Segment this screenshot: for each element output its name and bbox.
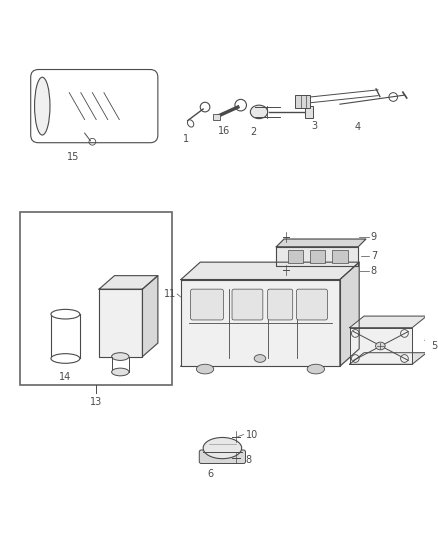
FancyBboxPatch shape [297, 289, 327, 320]
Bar [288, 249, 303, 263]
Polygon shape [99, 276, 158, 289]
Text: 6: 6 [208, 469, 214, 479]
FancyBboxPatch shape [199, 450, 246, 464]
Polygon shape [350, 353, 427, 364]
Text: 5: 5 [431, 341, 438, 351]
Ellipse shape [254, 354, 266, 362]
Text: 8: 8 [246, 455, 252, 465]
Polygon shape [276, 239, 366, 247]
Text: 2: 2 [250, 127, 256, 138]
Bar [295, 94, 310, 108]
Polygon shape [340, 262, 359, 366]
Ellipse shape [203, 438, 242, 459]
Ellipse shape [196, 364, 214, 374]
Bar [20, 212, 172, 385]
Text: 15: 15 [67, 152, 79, 163]
Polygon shape [181, 349, 359, 366]
Text: 1: 1 [183, 134, 189, 144]
Text: 4: 4 [354, 122, 360, 132]
Polygon shape [350, 328, 412, 364]
Bar [213, 114, 219, 119]
Polygon shape [142, 276, 158, 357]
Polygon shape [350, 316, 427, 328]
Polygon shape [99, 289, 142, 357]
Text: 10: 10 [246, 430, 258, 440]
Text: 9: 9 [371, 232, 377, 242]
Text: 3: 3 [311, 120, 317, 131]
Ellipse shape [112, 353, 129, 360]
Ellipse shape [307, 364, 325, 374]
Text: 11: 11 [164, 289, 176, 299]
Text: 7: 7 [371, 252, 377, 261]
Ellipse shape [187, 120, 194, 127]
Ellipse shape [375, 342, 385, 350]
FancyBboxPatch shape [31, 69, 158, 143]
Ellipse shape [35, 77, 50, 135]
Polygon shape [181, 279, 340, 366]
FancyBboxPatch shape [191, 289, 223, 320]
Text: 13: 13 [90, 397, 102, 407]
Polygon shape [276, 247, 358, 266]
Ellipse shape [112, 368, 129, 376]
Ellipse shape [251, 105, 268, 119]
Polygon shape [181, 262, 359, 279]
FancyBboxPatch shape [232, 289, 263, 320]
Ellipse shape [51, 354, 80, 364]
Ellipse shape [51, 309, 80, 319]
Text: 14: 14 [59, 372, 71, 382]
Text: 16: 16 [218, 126, 230, 136]
Bar [332, 249, 348, 263]
Text: 8: 8 [371, 266, 377, 276]
Bar [305, 106, 313, 118]
Bar [310, 249, 325, 263]
FancyBboxPatch shape [268, 289, 293, 320]
